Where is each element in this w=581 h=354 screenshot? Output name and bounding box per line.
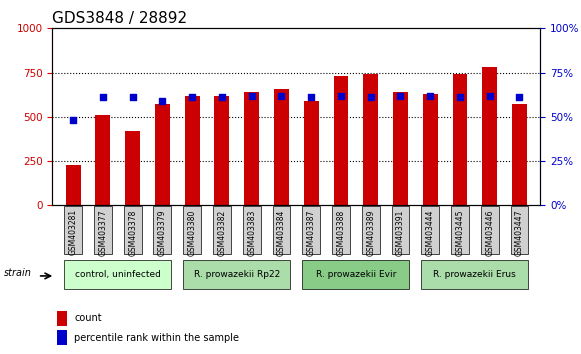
Text: R. prowazekii Evir: R. prowazekii Evir — [315, 270, 396, 279]
Bar — [57, 330, 67, 345]
Text: GDS3848 / 28892: GDS3848 / 28892 — [52, 11, 188, 26]
Bar — [393, 92, 408, 205]
FancyBboxPatch shape — [481, 206, 498, 254]
Text: GSM403382: GSM403382 — [217, 209, 227, 256]
Point — [217, 95, 227, 100]
Text: GSM403447: GSM403447 — [515, 209, 524, 256]
Point — [485, 93, 494, 98]
Bar — [95, 115, 110, 205]
Bar — [125, 131, 140, 205]
Text: GSM403391: GSM403391 — [396, 209, 405, 256]
Text: control, uninfected: control, uninfected — [75, 270, 161, 279]
Text: count: count — [74, 313, 102, 324]
FancyBboxPatch shape — [511, 206, 529, 254]
FancyBboxPatch shape — [94, 206, 112, 254]
Point — [396, 93, 405, 98]
Point — [69, 118, 78, 123]
Text: R. prowazekii Rp22: R. prowazekii Rp22 — [193, 270, 280, 279]
Bar — [423, 94, 437, 205]
Text: percentile rank within the sample: percentile rank within the sample — [74, 332, 239, 343]
Bar — [155, 104, 170, 205]
FancyBboxPatch shape — [153, 206, 171, 254]
Bar — [274, 90, 289, 205]
FancyBboxPatch shape — [243, 206, 261, 254]
Text: GSM403383: GSM403383 — [247, 209, 256, 256]
Bar — [333, 76, 349, 205]
Text: GSM403446: GSM403446 — [485, 209, 494, 256]
Point — [366, 95, 375, 100]
Bar — [185, 96, 200, 205]
FancyBboxPatch shape — [213, 206, 231, 254]
Text: GSM403387: GSM403387 — [307, 209, 315, 256]
Text: GSM403384: GSM403384 — [277, 209, 286, 256]
Point — [158, 98, 167, 104]
Bar — [214, 96, 229, 205]
Point — [515, 95, 524, 100]
Text: GSM403445: GSM403445 — [456, 209, 464, 256]
FancyBboxPatch shape — [332, 206, 350, 254]
Point — [425, 93, 435, 98]
Text: GSM403444: GSM403444 — [426, 209, 435, 256]
Text: R. prowazekii Erus: R. prowazekii Erus — [433, 270, 517, 279]
Point — [188, 95, 197, 100]
Bar — [482, 67, 497, 205]
Text: GSM403380: GSM403380 — [188, 209, 196, 256]
FancyBboxPatch shape — [272, 206, 290, 254]
Point — [277, 93, 286, 98]
Bar — [363, 74, 378, 205]
FancyBboxPatch shape — [183, 260, 290, 289]
FancyBboxPatch shape — [64, 206, 82, 254]
Point — [98, 95, 107, 100]
FancyBboxPatch shape — [64, 260, 171, 289]
FancyBboxPatch shape — [362, 206, 379, 254]
Text: GSM403379: GSM403379 — [158, 209, 167, 256]
Bar — [57, 311, 67, 326]
Text: GSM403281: GSM403281 — [69, 209, 78, 255]
Point — [307, 95, 316, 100]
Bar — [66, 165, 81, 205]
Point — [128, 95, 137, 100]
Bar — [244, 92, 259, 205]
Point — [336, 93, 346, 98]
FancyBboxPatch shape — [124, 206, 142, 254]
Text: GSM403388: GSM403388 — [336, 209, 346, 256]
FancyBboxPatch shape — [392, 206, 410, 254]
Point — [456, 95, 465, 100]
Text: GSM403378: GSM403378 — [128, 209, 137, 256]
FancyBboxPatch shape — [421, 206, 439, 254]
Bar — [512, 104, 527, 205]
FancyBboxPatch shape — [302, 206, 320, 254]
Text: GSM403389: GSM403389 — [366, 209, 375, 256]
FancyBboxPatch shape — [451, 206, 469, 254]
Point — [247, 93, 256, 98]
Text: strain: strain — [4, 268, 32, 278]
Text: GSM403377: GSM403377 — [98, 209, 107, 256]
FancyBboxPatch shape — [302, 260, 410, 289]
FancyBboxPatch shape — [183, 206, 201, 254]
FancyBboxPatch shape — [421, 260, 529, 289]
Bar — [453, 74, 468, 205]
Bar — [304, 101, 318, 205]
